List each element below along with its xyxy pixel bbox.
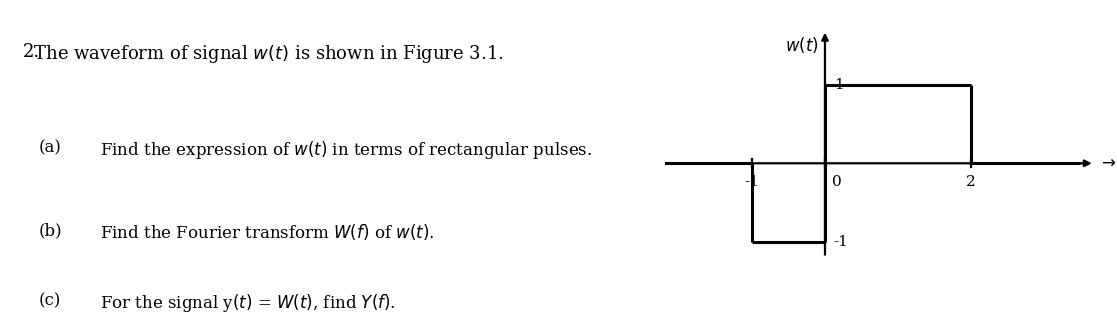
Text: 2.: 2. [22,43,40,61]
Text: -1: -1 [833,235,849,249]
Text: (b): (b) [38,222,63,239]
Text: (c): (c) [38,292,61,309]
Text: 0: 0 [832,175,842,189]
Text: (a): (a) [38,139,61,156]
Text: Find the expression of $w(t)$ in terms of rectangular pulses.: Find the expression of $w(t)$ in terms o… [99,139,592,161]
Text: 2: 2 [966,175,975,189]
Text: $\rightarrow t$: $\rightarrow t$ [1098,155,1117,172]
Text: 1: 1 [833,78,843,92]
Text: $w(t)$: $w(t)$ [785,35,819,55]
Text: Find the Fourier transform $W(f)$ of $w(t)$.: Find the Fourier transform $W(f)$ of $w(… [99,222,433,242]
Text: The waveform of signal $w(t)$ is shown in Figure 3.1.: The waveform of signal $w(t)$ is shown i… [22,43,504,65]
Text: -1: -1 [745,175,760,189]
Text: For the signal y$(t)$ = $W(t)$, find $Y(f)$.: For the signal y$(t)$ = $W(t)$, find $Y(… [99,292,395,314]
